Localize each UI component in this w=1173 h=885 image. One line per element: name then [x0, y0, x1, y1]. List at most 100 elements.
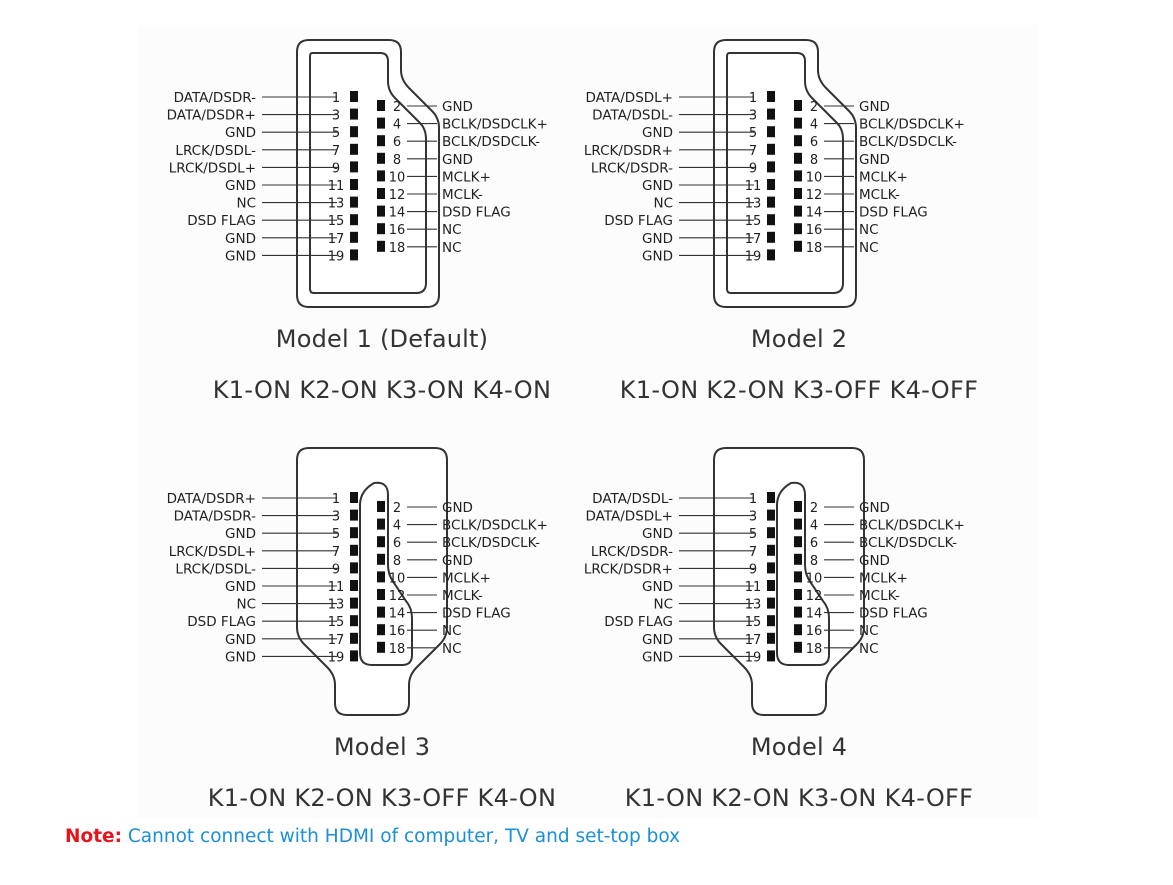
- pin-contact: [377, 117, 385, 129]
- pin-label: GND: [225, 526, 256, 542]
- pin-number: 9: [332, 161, 340, 176]
- pin-number: 6: [393, 135, 401, 150]
- pin-contact: [767, 91, 775, 102]
- pin-label: GND: [859, 152, 890, 168]
- model-4: DATA/DSDL- 1 DATA/DSDL+ 3 GND 5 LRCK/DSDR- 7 LRC…: [579, 443, 1019, 823]
- pin-number: 10: [806, 571, 823, 586]
- pin-contact: [350, 179, 358, 190]
- pin-number: 8: [393, 554, 401, 569]
- pin-label: LRCK/DSDL-: [175, 561, 256, 577]
- pin-label: GND: [642, 632, 673, 648]
- pin-contact: [350, 143, 358, 155]
- pin-number: 6: [810, 135, 818, 150]
- pin-number: 1: [749, 91, 757, 106]
- pin-contact: [350, 249, 358, 261]
- pin-contact: [377, 536, 385, 548]
- pin-label: DATA/DSDR-: [174, 90, 257, 106]
- pin-label: BCLK/DSDCLK+: [859, 518, 965, 534]
- pin-contact: [794, 606, 802, 618]
- pin-label: MCLK-: [859, 187, 900, 203]
- pin-number: 1: [332, 91, 340, 106]
- pin-label: GND: [225, 248, 256, 264]
- pin-number: 3: [749, 510, 757, 525]
- pin-number: 4: [810, 519, 818, 534]
- pin-number: 12: [389, 589, 406, 604]
- pin-contact: [767, 492, 775, 503]
- pin-label: DSD FLAG: [442, 205, 511, 221]
- pin-number: 7: [332, 545, 340, 560]
- pin-label: MCLK-: [859, 588, 900, 604]
- model-title: Model 4: [750, 733, 848, 761]
- hdmi-pinout-diagram: DATA/DSDL- 1 DATA/DSDL+ 3 GND 5 LRCK/DSDR- 7 LRC…: [584, 447, 965, 716]
- pin-label: LRCK/DSDL-: [175, 143, 256, 159]
- pin-number: 3: [332, 510, 340, 525]
- pin-contact: [794, 624, 802, 636]
- pin-number: 1: [749, 492, 757, 507]
- pin-contact: [767, 615, 775, 627]
- pin-number: 2: [393, 501, 401, 516]
- pin-contact: [794, 240, 802, 252]
- pin-label: NC: [442, 222, 462, 238]
- pin-contact: [350, 597, 358, 609]
- pin-label: MCLK-: [442, 187, 483, 203]
- pin-contact: [377, 606, 385, 618]
- pin-contact: [767, 562, 775, 574]
- pin-label: MCLK+: [442, 570, 491, 586]
- pin-contact: [767, 527, 775, 539]
- pin-contact: [350, 492, 358, 503]
- pin-number: 13: [745, 598, 762, 613]
- pin-number: 11: [745, 580, 762, 595]
- pin-number: 7: [749, 545, 757, 560]
- pin-number: 5: [749, 126, 757, 141]
- pin-contact: [767, 597, 775, 609]
- pin-label: GND: [642, 125, 673, 141]
- connector-inner-outline: [359, 481, 413, 666]
- pin-label: GND: [859, 553, 890, 569]
- pin-number: 19: [745, 650, 762, 665]
- pin-contact: [377, 100, 385, 111]
- note: Note: Cannot connect with HDMI of comput…: [65, 826, 680, 847]
- pin-contact: [767, 249, 775, 261]
- hdmi-pinout-diagram: DATA/DSDL+ 1 DATA/DSDL- 3 GND 5 LRCK/DSDR+ 7 LRC…: [584, 39, 965, 308]
- pin-contact: [377, 188, 385, 199]
- pin-contact: [794, 188, 802, 199]
- pin-label: GND: [225, 579, 256, 595]
- pin-number: 12: [806, 589, 823, 604]
- pin-contact: [794, 170, 802, 182]
- pin-label: DATA/DSDL+: [585, 509, 673, 525]
- pin-number: 4: [810, 118, 818, 133]
- pin-label: DATA/DSDL-: [592, 491, 673, 507]
- pin-contact: [350, 562, 358, 574]
- pin-number: 10: [389, 170, 406, 185]
- pin-label: NC: [859, 623, 879, 639]
- pin-contact: [767, 179, 775, 190]
- pin-number: 17: [328, 232, 345, 247]
- pin-label: LRCK/DSDR+: [584, 143, 673, 159]
- pin-label: GND: [859, 500, 890, 516]
- pin-number: 6: [810, 536, 818, 551]
- pin-number: 13: [328, 598, 345, 613]
- pin-label: LRCK/DSDR+: [584, 561, 673, 577]
- pin-contact: [767, 544, 775, 556]
- pin-contact: [377, 135, 385, 147]
- model-title: Model 2: [750, 325, 848, 353]
- pin-label: GND: [642, 649, 673, 665]
- pin-number: 5: [332, 527, 340, 542]
- switch-settings: K1-ON K2-ON K3-OFF K4-OFF: [619, 376, 979, 404]
- pin-contact: [794, 501, 802, 512]
- hdmi-pinout-diagram: DATA/DSDR+ 1 DATA/DSDR- 3 GND 5 LRCK/DSDL+ 7 LRC…: [167, 447, 548, 716]
- pin-contact: [767, 108, 775, 120]
- pin-number: 4: [393, 118, 401, 133]
- connector-shell: [296, 447, 448, 716]
- pin-number: 5: [332, 126, 340, 141]
- pin-number: 13: [328, 197, 345, 212]
- pin-number: 1: [332, 492, 340, 507]
- pin-label: BCLK/DSDCLK-: [442, 134, 540, 150]
- pin-contact: [377, 152, 385, 164]
- diagram-panel: DATA/DSDR- 1 DATA/DSDR+ 3 GND 5 LRCK/DSDL- 7 LRC…: [137, 25, 1037, 818]
- pin-label: GND: [225, 178, 256, 194]
- pin-number: 16: [389, 223, 406, 238]
- pin-number: 18: [389, 241, 406, 256]
- pin-contact: [794, 135, 802, 147]
- note-text: Cannot connect with HDMI of computer, TV…: [127, 826, 681, 847]
